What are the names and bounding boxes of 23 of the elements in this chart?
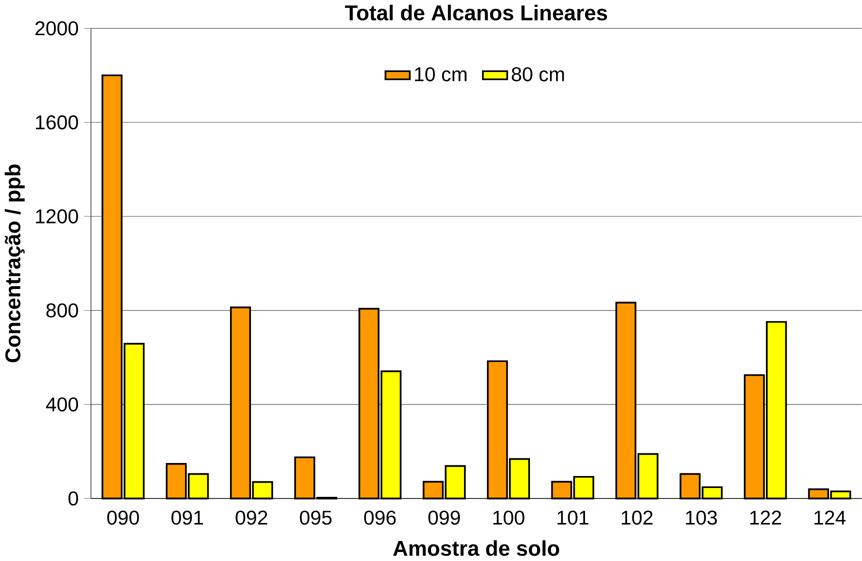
- y-tick-label: 800: [46, 303, 78, 318]
- x-tick-label: 100: [493, 510, 524, 525]
- x-tick-label: 091: [171, 510, 203, 525]
- x-axis-title: Amostra de solo: [393, 540, 560, 556]
- x-tick-label: 103: [686, 510, 717, 525]
- x-tick-label: 099: [428, 510, 460, 525]
- x-tick-label: 124: [814, 510, 846, 525]
- y-tick-label: 1200: [36, 209, 78, 224]
- x-tick-label: 101: [558, 510, 588, 525]
- x-tick-label: 090: [107, 510, 139, 525]
- x-tick-label: 096: [364, 510, 396, 525]
- x-tick-label: 102: [622, 510, 653, 525]
- x-tick-label: 095: [300, 510, 332, 525]
- legend-label: 80 cm: [512, 67, 564, 82]
- y-tick-label: 1600: [36, 115, 78, 130]
- chart-title: Total de Alcanos Lineares: [344, 4, 608, 21]
- y-axis-title: Concentração / ppb: [4, 164, 25, 362]
- x-tick-label: 092: [236, 510, 268, 525]
- y-tick-label: 400: [46, 398, 78, 412]
- legend-label: 10 cm: [415, 67, 466, 82]
- y-tick-label: 2000: [35, 21, 78, 36]
- x-tick-label: 122: [750, 510, 782, 525]
- y-tick-label: 0: [68, 492, 78, 506]
